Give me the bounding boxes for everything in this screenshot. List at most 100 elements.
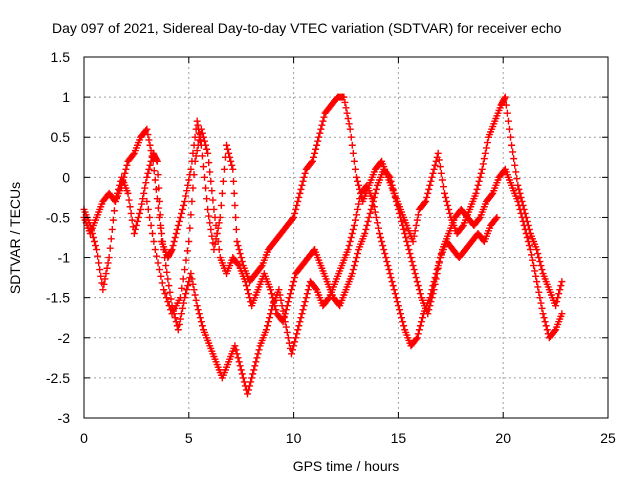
data-point — [395, 306, 403, 314]
data-point — [344, 115, 352, 123]
data-point — [207, 225, 215, 233]
data-point — [553, 298, 561, 306]
data-point — [476, 173, 484, 181]
data-point — [540, 314, 548, 322]
data-point — [104, 259, 112, 267]
data-point — [414, 330, 422, 338]
data-point — [238, 258, 246, 266]
data-point — [150, 238, 158, 246]
data-point — [350, 262, 358, 270]
data-point — [173, 225, 181, 233]
data-point — [102, 270, 110, 278]
data-point — [246, 382, 254, 390]
data-point — [191, 291, 199, 299]
data-point — [225, 149, 233, 157]
data-point — [169, 242, 177, 250]
data-point — [558, 278, 566, 286]
data-point — [257, 263, 265, 271]
data-point — [267, 286, 275, 294]
data-point — [300, 302, 308, 310]
data-point — [514, 181, 522, 189]
data-point — [164, 298, 172, 306]
data-point — [478, 165, 486, 173]
data-point — [388, 181, 396, 189]
data-point — [208, 232, 216, 240]
data-point — [209, 196, 217, 204]
data-point — [346, 125, 354, 133]
data-point — [430, 165, 438, 173]
data-point — [271, 302, 279, 310]
data-point — [527, 251, 535, 259]
data-point — [414, 211, 422, 219]
data-point — [213, 229, 221, 237]
data-point — [151, 176, 159, 184]
data-point — [161, 290, 169, 298]
data-point — [422, 197, 430, 205]
data-point — [439, 183, 447, 191]
data-point — [146, 213, 154, 221]
y-tick-label: -2.5 — [46, 370, 70, 386]
data-point — [398, 217, 406, 225]
data-point — [368, 201, 376, 209]
data-point — [126, 203, 134, 211]
data-point — [147, 221, 155, 229]
data-point — [183, 286, 191, 294]
y-tick-label: 1 — [62, 89, 70, 105]
data-point — [150, 167, 158, 175]
data-point — [401, 229, 409, 237]
data-point — [245, 290, 253, 298]
plot-frame — [83, 56, 609, 419]
data-point — [438, 176, 446, 184]
data-point — [279, 318, 287, 326]
data-point — [417, 318, 425, 326]
data-point — [177, 209, 185, 217]
data-point — [371, 189, 379, 197]
data-point — [123, 161, 131, 169]
data-point — [354, 250, 362, 258]
data-point — [206, 168, 214, 176]
data-point — [377, 234, 385, 241]
data-point — [556, 286, 564, 294]
data-point — [343, 109, 351, 117]
data-point — [392, 197, 400, 205]
data-point — [99, 286, 107, 294]
data-point — [301, 298, 309, 306]
data-point — [162, 294, 170, 302]
data-point — [408, 258, 416, 266]
data-point — [174, 326, 182, 334]
data-point — [276, 291, 284, 299]
data-point — [147, 147, 155, 155]
data-point — [242, 282, 250, 290]
data-point — [432, 275, 440, 283]
data-point — [526, 246, 534, 254]
data-point — [363, 221, 371, 229]
data-point — [366, 209, 374, 217]
data-point — [387, 274, 395, 282]
data-point — [199, 133, 207, 141]
data-point — [128, 216, 136, 224]
data-point — [182, 256, 190, 264]
data-point — [436, 163, 444, 171]
data-point — [197, 318, 205, 326]
data-point — [352, 173, 360, 181]
data-point — [195, 136, 203, 144]
data-point — [354, 205, 362, 213]
data-point — [178, 284, 186, 292]
data-point — [164, 275, 172, 283]
data-point — [174, 221, 182, 229]
data-point — [392, 294, 400, 302]
data-point — [349, 266, 357, 274]
data-point — [415, 326, 423, 334]
data-point — [310, 153, 318, 161]
data-point — [534, 250, 542, 258]
data-point — [427, 177, 435, 185]
data-point — [143, 197, 151, 205]
data-point — [344, 246, 352, 254]
data-point — [354, 177, 362, 185]
data-point — [212, 221, 220, 229]
data-point — [434, 149, 442, 157]
data-point — [503, 109, 511, 117]
data-point — [159, 238, 167, 246]
data-point — [346, 238, 354, 246]
data-point — [555, 290, 563, 298]
